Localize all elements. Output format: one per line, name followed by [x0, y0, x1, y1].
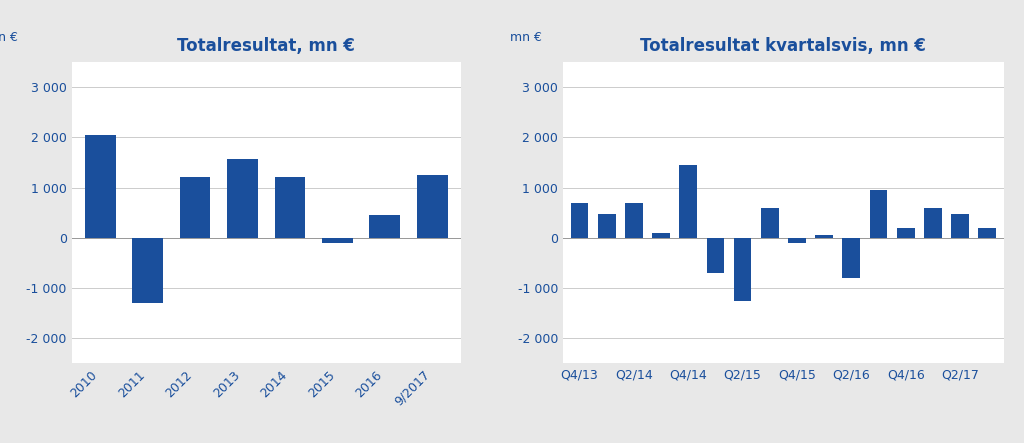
- Bar: [707, 238, 724, 273]
- Bar: [227, 159, 258, 238]
- Bar: [274, 178, 305, 238]
- Text: mn €: mn €: [510, 31, 543, 44]
- Bar: [570, 202, 589, 238]
- Bar: [869, 190, 888, 238]
- Bar: [625, 202, 643, 238]
- Bar: [815, 235, 833, 238]
- Bar: [652, 233, 670, 238]
- Bar: [679, 165, 697, 238]
- Bar: [598, 214, 615, 238]
- Bar: [897, 228, 914, 238]
- Bar: [417, 175, 447, 238]
- Title: Totalresultat, mn €: Totalresultat, mn €: [177, 37, 355, 55]
- Bar: [924, 208, 942, 238]
- Bar: [322, 238, 353, 243]
- Bar: [843, 238, 860, 278]
- Bar: [788, 238, 806, 243]
- Bar: [734, 238, 752, 300]
- Bar: [85, 135, 116, 238]
- Title: Totalresultat kvartalsvis, mn €: Totalresultat kvartalsvis, mn €: [640, 37, 927, 55]
- Bar: [951, 214, 969, 238]
- Bar: [761, 208, 778, 238]
- Bar: [132, 238, 163, 303]
- Bar: [179, 178, 211, 238]
- Text: mn €: mn €: [0, 31, 18, 44]
- Bar: [370, 215, 400, 238]
- Bar: [978, 228, 996, 238]
